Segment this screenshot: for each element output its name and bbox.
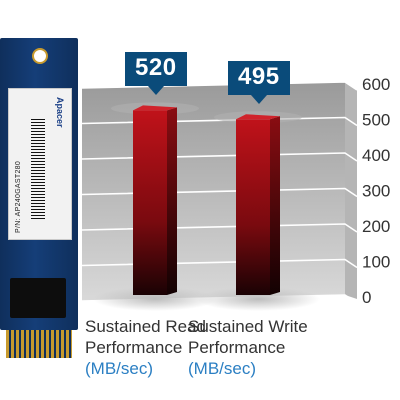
category-label: Sustained Write Performance (MB/sec) <box>188 316 308 379</box>
bar-floor-shadow <box>196 287 320 311</box>
bars <box>93 102 320 311</box>
barcode <box>31 119 45 219</box>
y-tick-label: 100 <box>362 253 390 272</box>
data-label: 520 <box>125 52 187 96</box>
bar-front-face <box>236 119 270 296</box>
bar-front-face <box>133 110 167 296</box>
bar-side-face <box>167 107 177 296</box>
bar <box>93 102 217 311</box>
m2-connector <box>6 330 72 358</box>
y-tick-label: 0 <box>362 288 371 307</box>
y-tick-label: 500 <box>362 111 390 130</box>
category-label-line: Sustained Write <box>188 317 308 336</box>
unit-label: (MB/sec) <box>85 359 153 378</box>
side-wall <box>345 82 357 299</box>
data-label: 495 <box>228 61 290 105</box>
brand-logo: Apacer <box>55 97 65 128</box>
unit-label: (MB/sec) <box>188 359 256 378</box>
y-tick-label: 600 <box>362 75 390 94</box>
controller-chip <box>10 278 66 318</box>
bar-side-face <box>270 116 280 296</box>
bar-top-face <box>236 114 280 120</box>
bar-top-face <box>133 105 177 111</box>
category-label-line: Sustained Read <box>85 317 206 336</box>
category-label: Sustained Read Performance (MB/sec) <box>85 316 206 379</box>
y-tick-label: 300 <box>362 182 390 201</box>
bar-floor-shadow <box>93 287 217 311</box>
y-axis-ticks: 0 100 200 300 400 500 600 <box>362 75 390 307</box>
ssd-product-image: P/N: AP240GAST280 Apacer <box>0 38 78 358</box>
mounting-hole <box>32 48 48 64</box>
category-label-line: Performance <box>188 338 286 357</box>
category-label-line: Performance <box>85 338 183 357</box>
bar <box>196 111 320 311</box>
y-tick-label: 200 <box>362 217 390 236</box>
y-tick-label: 400 <box>362 146 390 165</box>
ssd-sticker: P/N: AP240GAST280 Apacer <box>8 88 72 240</box>
